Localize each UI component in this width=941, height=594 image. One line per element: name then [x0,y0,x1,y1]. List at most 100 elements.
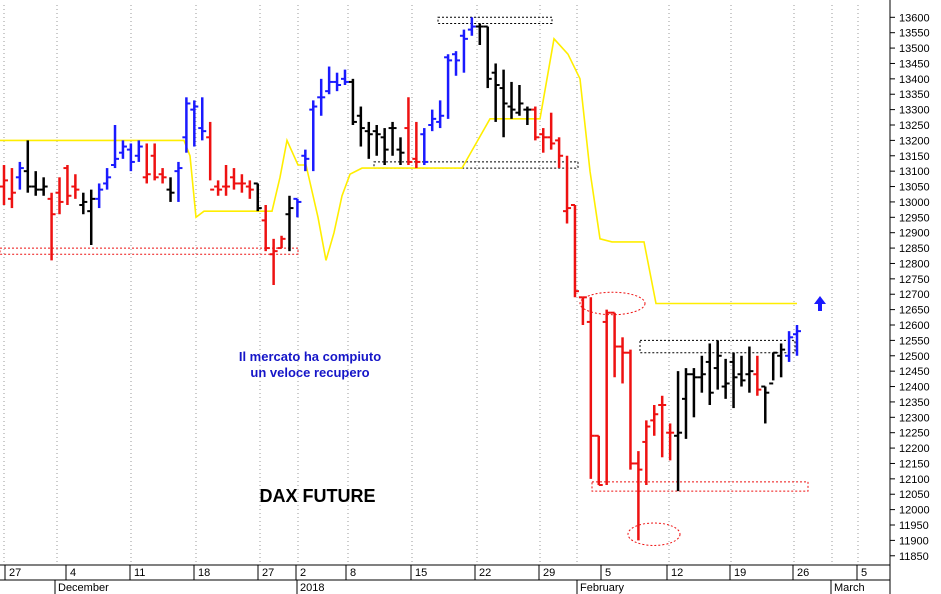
zone-box [437,16,553,24]
ohlc-bar [158,168,167,184]
ohlc-bar [261,205,270,252]
x-tick-label: 4 [70,567,76,579]
ohlc-bar [444,54,453,119]
ohlc-bar [483,25,492,89]
y-tick-label: 12200 [899,443,930,455]
ohlc-bar [745,346,754,393]
ohlc-bar [539,128,548,153]
ohlc-bar [428,109,437,132]
ohlc-bar [626,349,635,470]
ohlc-bar [142,143,151,184]
ohlc-bar [729,352,738,409]
y-tick-label: 12400 [899,382,930,394]
y-tick-label: 13400 [899,74,930,86]
ohlc-bar [658,395,667,458]
x-tick-label: 27 [9,567,21,579]
ohlc-bar [769,351,778,385]
ohlc-bar [380,128,389,165]
month-label: 2018 [300,582,324,594]
y-tick-label: 13600 [899,12,930,24]
ohlc-bar [7,168,16,209]
ohlc-bar [681,368,690,439]
zone-ellipse [579,291,646,316]
ohlc-bar [436,100,445,129]
ohlc-bar [467,17,476,36]
ohlc-bar [237,174,246,193]
ohlc-bar [174,161,183,202]
up-arrow-icon [814,296,826,311]
ohlc-bar [586,297,595,479]
ohlc-bar [396,137,405,165]
y-tick-label: 12950 [899,212,930,224]
ohlc-bar [634,451,643,541]
ohlc-bar [642,420,651,485]
ohlc-bar [63,165,72,205]
ohlc-bar [666,423,675,461]
ohlc-bar [340,69,349,85]
ohlc-bar [578,296,587,325]
month-label: February [580,582,625,594]
y-tick-label: 12050 [899,489,930,501]
y-tick-label: 11900 [899,535,929,547]
ohlc-bar [459,29,468,73]
zone-ellipse [627,522,681,546]
ohlc-bar [23,140,32,193]
y-tick-label: 12700 [899,289,930,301]
x-tick-label: 2 [300,567,306,579]
ohlc-bar [610,311,619,378]
ohlc-bar [594,434,603,486]
ohlc-bar [166,177,175,202]
y-tick-label: 13250 [899,120,930,132]
ohlc-bar [705,343,714,405]
y-tick-label: 11950 [899,520,929,532]
y-tick-label: 12850 [899,243,930,255]
y-tick-label: 13200 [899,135,930,147]
ohlc-bar [372,125,381,156]
y-tick-label: 13300 [899,105,930,117]
ohlc-bar [563,155,572,224]
ohlc-bar [79,192,88,215]
moving-average-line [0,37,797,305]
ohlc-bar [103,168,112,190]
x-tick-label: 26 [797,567,809,579]
annotation-line-2: un veloce recupero [250,365,370,380]
ohlc-bar [689,368,698,418]
moving-average [0,37,797,305]
x-tick-label: 5 [605,567,611,579]
month-label: December [58,582,109,594]
ohlc-bar [364,121,373,159]
ohlc-bar [721,358,730,399]
x-tick-label: 19 [734,567,746,579]
zone-box [373,161,579,169]
x-tick-label: 5 [861,567,867,579]
ohlc-bar [31,171,40,196]
y-tick-label: 13450 [899,58,930,70]
ohlc-bar [547,112,556,150]
ohlc-bar [277,235,286,250]
y-tick-label: 13050 [899,182,930,194]
x-tick-label: 27 [262,567,274,579]
chart-title: DAX FUTURE [259,486,376,506]
ohlc-bar [531,106,540,141]
y-tick-label: 12350 [899,397,930,409]
ohlc-bar [475,23,484,45]
ohlc-bar [95,183,104,209]
y-tick-label: 13350 [899,89,930,101]
ohlc-bar [87,189,96,245]
x-tick-label: 12 [671,567,683,579]
ohlc-bars [0,17,801,541]
y-tick-label: 12450 [899,366,930,378]
x-tick-label: 18 [198,567,210,579]
up-arrow-icon [814,296,826,311]
ohlc-bar [650,405,659,436]
y-tick-label: 11850 [899,551,929,563]
x-tick-label: 22 [479,567,491,579]
y-tick-label: 13550 [899,28,930,40]
ohlc-bar [229,168,238,190]
y-tick-label: 12100 [899,474,930,486]
month-label: March [834,582,865,594]
ohlc-bar [515,85,524,116]
y-tick-label: 13500 [899,43,930,55]
